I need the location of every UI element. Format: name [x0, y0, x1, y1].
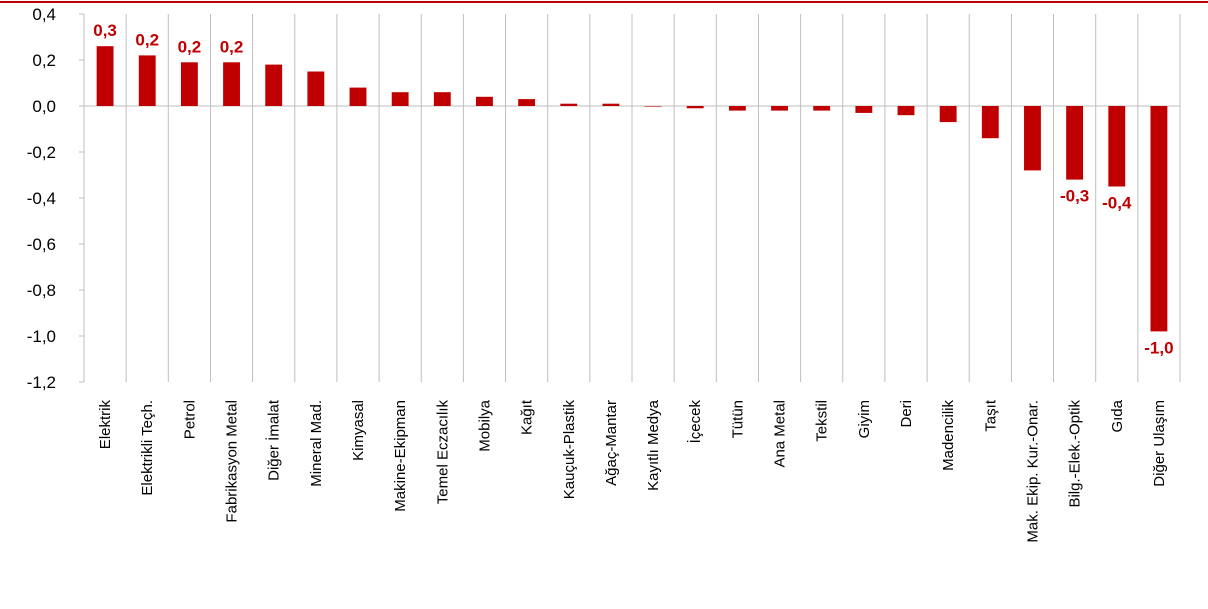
category-label: Petrol: [181, 400, 198, 439]
bars: [96, 46, 1168, 332]
category-labels: Elektrik Elektrikli Teçh. Petrol Fabrikasyo…: [97, 399, 1168, 542]
bar: [813, 106, 831, 111]
bar: [476, 96, 493, 106]
data-label: -1,0: [1144, 338, 1173, 357]
bar: [96, 46, 114, 106]
y-tick-label: 0,4: [32, 5, 56, 24]
category-label: Giyim: [856, 400, 873, 438]
y-tick-label: 0,2: [32, 51, 56, 70]
bar: [728, 106, 746, 111]
y-tick-label: -0,8: [27, 281, 56, 300]
bar: [686, 106, 704, 109]
category-label: Deri: [898, 400, 915, 428]
y-tick-label: -0,2: [27, 143, 56, 162]
data-label: -0,4: [1102, 194, 1132, 213]
category-label: Mobilya: [476, 399, 493, 451]
data-labels: 0,3 0,2 0,2 0,2 -0,3 -0,4 -1,0: [93, 21, 1173, 357]
data-label: 0,2: [135, 30, 159, 49]
bar: [433, 92, 451, 106]
bar: [1150, 106, 1168, 332]
bar: [307, 71, 325, 106]
bar: [897, 106, 915, 116]
y-tick-label: -0,4: [27, 189, 56, 208]
y-tick-label: -0,6: [27, 235, 56, 254]
bar: [265, 64, 283, 106]
bar: [391, 92, 409, 106]
y-axis: 0,4 0,2 0,0 -0,2 -0,4 -0,6 -0,8 -1,0 -1,2: [27, 5, 85, 392]
category-label: Diğer Ulaşım: [1151, 400, 1168, 487]
category-label: Kayıtlı Medya: [645, 399, 662, 491]
category-label: Taşıt: [982, 399, 999, 432]
y-tick-label: -1,2: [27, 373, 56, 392]
category-label: Tütün: [729, 400, 746, 438]
category-label: Kauçuk-Plastik: [561, 400, 578, 500]
category-label: Ana Metal: [772, 400, 789, 468]
x-axis: [83, 14, 1181, 382]
bar: [223, 62, 240, 106]
bar: [349, 87, 367, 106]
data-label: 0,2: [178, 37, 202, 56]
category-label: Ağaç-Mantar: [603, 400, 620, 486]
data-label: -0,3: [1060, 187, 1089, 206]
category-label: Makine-Ekipman: [392, 400, 409, 512]
bar: [1066, 106, 1084, 180]
category-label: Bilg.-Elek.-Optik: [1067, 400, 1084, 508]
bar: [180, 62, 198, 106]
bar: [644, 106, 662, 107]
bar: [1024, 106, 1041, 171]
bar: [1108, 106, 1126, 187]
category-label: Diğer İmalat: [265, 399, 283, 481]
category-label: Fabrikasyon Metal: [224, 400, 241, 523]
bar: [518, 99, 536, 106]
category-label: Elektrik: [97, 400, 114, 450]
category-label: Kağıt: [519, 399, 536, 435]
y-tick-label: 0,0: [32, 97, 56, 116]
category-label: Gıda: [1109, 399, 1126, 432]
bar: [939, 106, 957, 123]
category-label: Tekstil: [814, 400, 831, 442]
bar: [981, 106, 999, 139]
category-label: İçecek: [686, 400, 704, 444]
category-label: Mineral Mad.: [308, 400, 325, 487]
y-tick-label: -1,0: [27, 327, 56, 346]
bar: [138, 55, 156, 106]
bar: [560, 103, 578, 106]
bar: [602, 103, 620, 106]
category-label: Kimyasal: [350, 400, 367, 461]
category-label: Madencilik: [940, 400, 957, 471]
data-label: 0,2: [220, 37, 244, 56]
category-label: Elektrikli Teçh.: [139, 400, 156, 496]
category-label: Temel Eczacılık: [434, 400, 451, 505]
bar: [855, 106, 873, 113]
bar: [771, 106, 788, 111]
category-label: Mak. Ekip. Kur.-Onar.: [1024, 400, 1041, 543]
data-label: 0,3: [93, 21, 117, 40]
